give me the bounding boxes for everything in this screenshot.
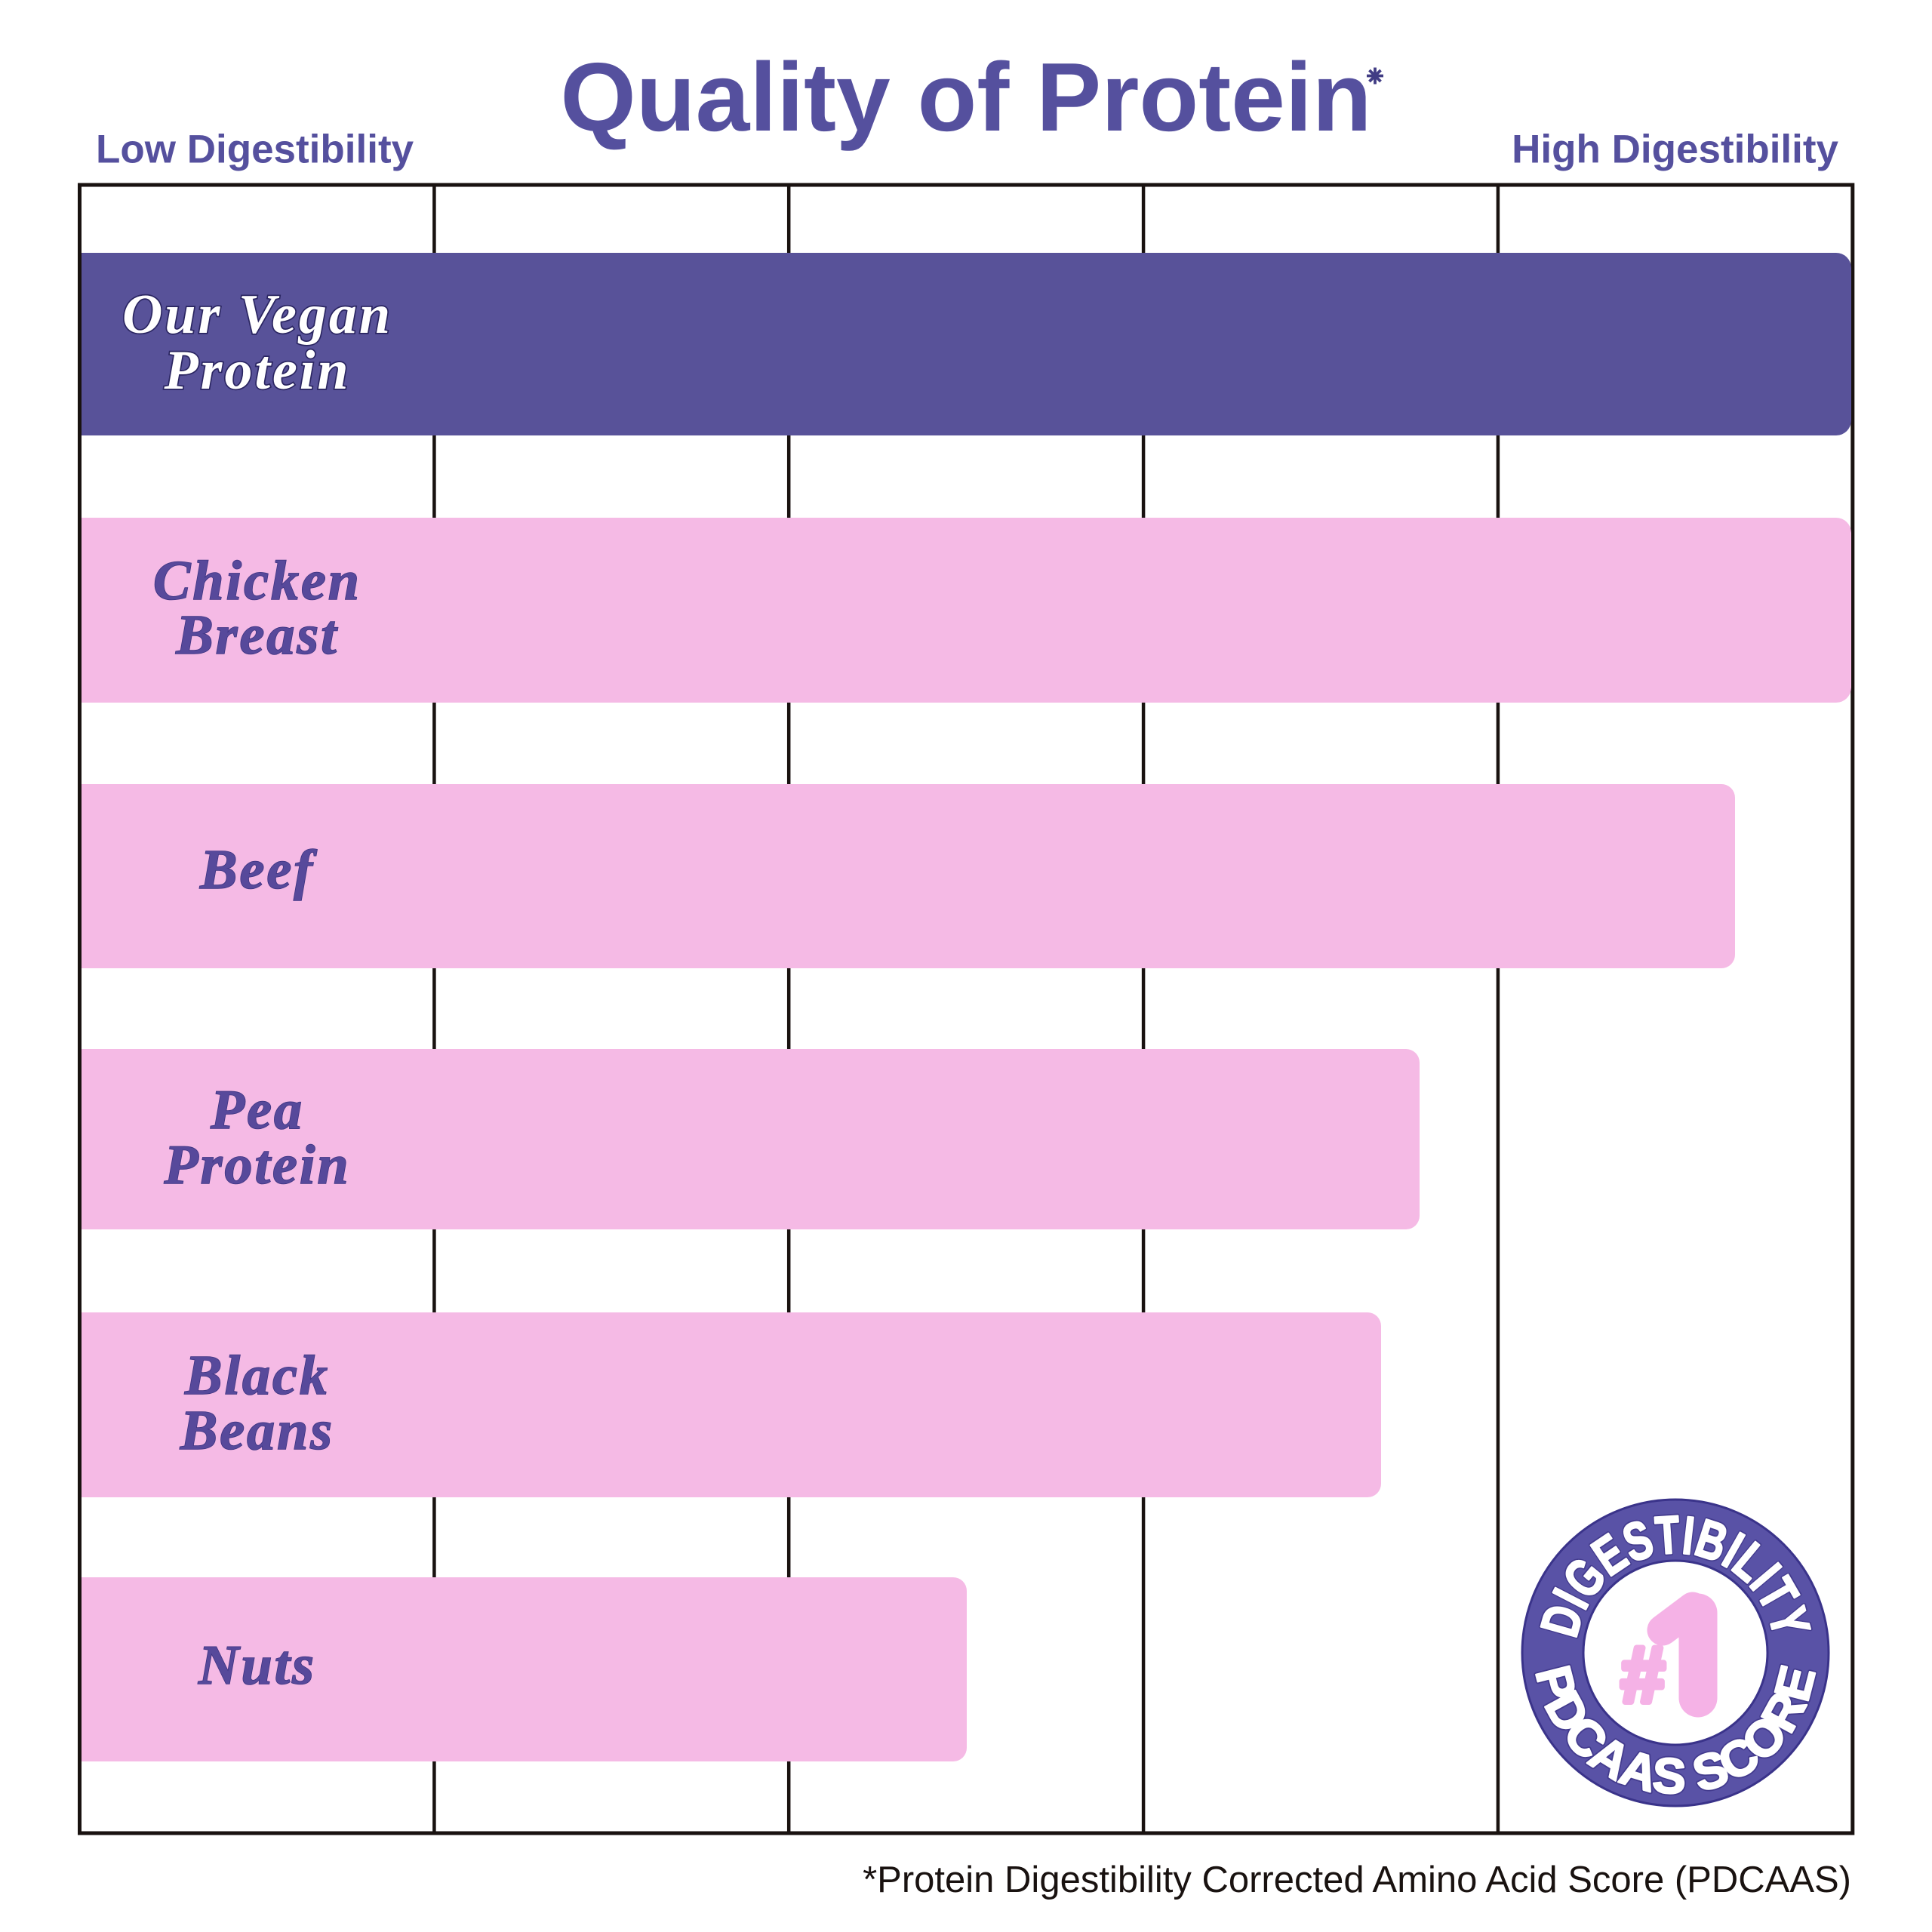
svg-text:S: S [1651,1748,1687,1805]
svg-text:Nuts: Nuts [198,1635,316,1697]
svg-text:High Digestibility: High Digestibility [1512,128,1838,172]
svg-text:Protein: Protein [163,1134,350,1196]
svg-text:T: T [1654,1505,1682,1566]
svg-text:T: T [1654,1505,1682,1566]
svg-text:S: S [1651,1748,1687,1805]
svg-text:Black: Black [184,1345,330,1407]
svg-text:Our Vegan: Our Vegan [122,284,392,346]
svg-text:Low Digestibility: Low Digestibility [96,128,414,172]
svg-text:Quality of Protein: Quality of Protein [560,43,1371,152]
svg-text:Protein: Protein [163,340,350,401]
svg-text:Beef: Beef [199,839,317,901]
svg-text:Pea: Pea [210,1079,304,1141]
svg-text:Chicken: Chicken [153,550,361,612]
svg-text:Breast: Breast [175,605,338,666]
svg-text:Beans: Beans [180,1400,334,1462]
svg-text:*Protein Digestibility Correct: *Protein Digestibility Corrected Amino A… [863,1860,1851,1900]
